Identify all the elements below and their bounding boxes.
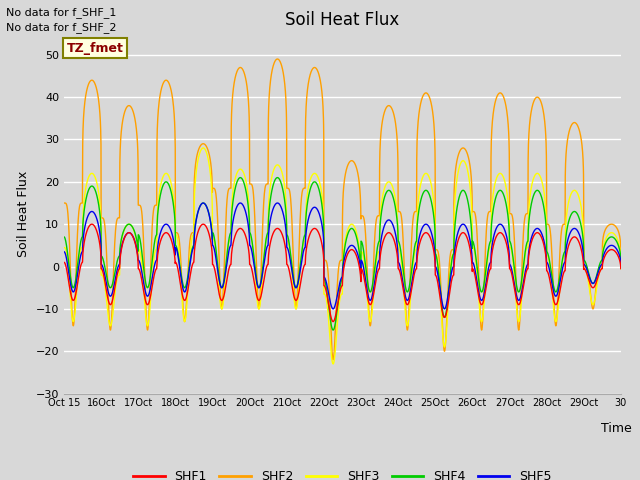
SHF3 bbox=[407, 292, 415, 298]
SHF4 bbox=[330, 327, 337, 333]
SHF3 bbox=[179, 312, 187, 318]
SHF1 bbox=[397, 274, 404, 279]
SHF4 bbox=[564, 220, 572, 226]
SHF3 bbox=[200, 145, 207, 151]
Line: SHF2: SHF2 bbox=[64, 59, 621, 360]
SHF5 bbox=[564, 236, 572, 241]
SHF3 bbox=[216, 293, 223, 299]
SHF3 bbox=[397, 254, 404, 260]
SHF1 bbox=[88, 221, 96, 227]
SHF4 bbox=[60, 234, 68, 240]
SHF2 bbox=[330, 357, 337, 362]
SHF4 bbox=[407, 275, 415, 280]
SHF4 bbox=[237, 175, 244, 180]
SHF2 bbox=[617, 264, 625, 269]
SHF5 bbox=[617, 262, 625, 267]
SHF1 bbox=[216, 293, 223, 299]
SHF1 bbox=[564, 244, 572, 250]
SHF2 bbox=[617, 243, 625, 249]
Text: TZ_fmet: TZ_fmet bbox=[67, 42, 124, 55]
SHF1 bbox=[60, 259, 68, 265]
SHF4 bbox=[397, 250, 404, 255]
SHF2 bbox=[397, 211, 404, 217]
Title: Soil Heat Flux: Soil Heat Flux bbox=[285, 11, 399, 29]
SHF2 bbox=[216, 268, 223, 274]
Line: SHF3: SHF3 bbox=[64, 148, 621, 364]
SHF4 bbox=[216, 277, 223, 283]
SHF3 bbox=[617, 266, 625, 272]
X-axis label: Time: Time bbox=[601, 422, 632, 435]
Y-axis label: Soil Heat Flux: Soil Heat Flux bbox=[17, 170, 30, 257]
SHF1 bbox=[330, 319, 337, 324]
SHF2 bbox=[60, 200, 68, 206]
SHF5 bbox=[200, 200, 207, 206]
SHF1 bbox=[617, 266, 625, 272]
SHF5 bbox=[60, 249, 68, 254]
SHF5 bbox=[440, 306, 448, 312]
SHF3 bbox=[617, 255, 625, 261]
SHF5 bbox=[617, 258, 625, 264]
SHF1 bbox=[180, 296, 188, 302]
SHF3 bbox=[330, 361, 337, 367]
SHF2 bbox=[274, 56, 282, 62]
Line: SHF5: SHF5 bbox=[64, 203, 621, 309]
SHF5 bbox=[397, 267, 404, 273]
SHF3 bbox=[60, 245, 68, 251]
SHF5 bbox=[216, 280, 223, 286]
SHF4 bbox=[179, 283, 187, 288]
SHF5 bbox=[406, 288, 414, 293]
SHF2 bbox=[407, 259, 415, 265]
Text: No data for f_SHF_1: No data for f_SHF_1 bbox=[6, 7, 116, 18]
SHF5 bbox=[179, 287, 187, 292]
SHF1 bbox=[407, 291, 415, 297]
Legend: SHF1, SHF2, SHF3, SHF4, SHF5: SHF1, SHF2, SHF3, SHF4, SHF5 bbox=[128, 465, 557, 480]
SHF1 bbox=[617, 263, 625, 268]
SHF3 bbox=[564, 201, 572, 207]
Text: No data for f_SHF_2: No data for f_SHF_2 bbox=[6, 22, 117, 33]
SHF2 bbox=[179, 308, 187, 313]
SHF2 bbox=[564, 133, 572, 139]
Line: SHF4: SHF4 bbox=[64, 178, 621, 330]
Line: SHF1: SHF1 bbox=[64, 224, 621, 322]
SHF4 bbox=[617, 253, 625, 259]
SHF4 bbox=[617, 257, 625, 263]
